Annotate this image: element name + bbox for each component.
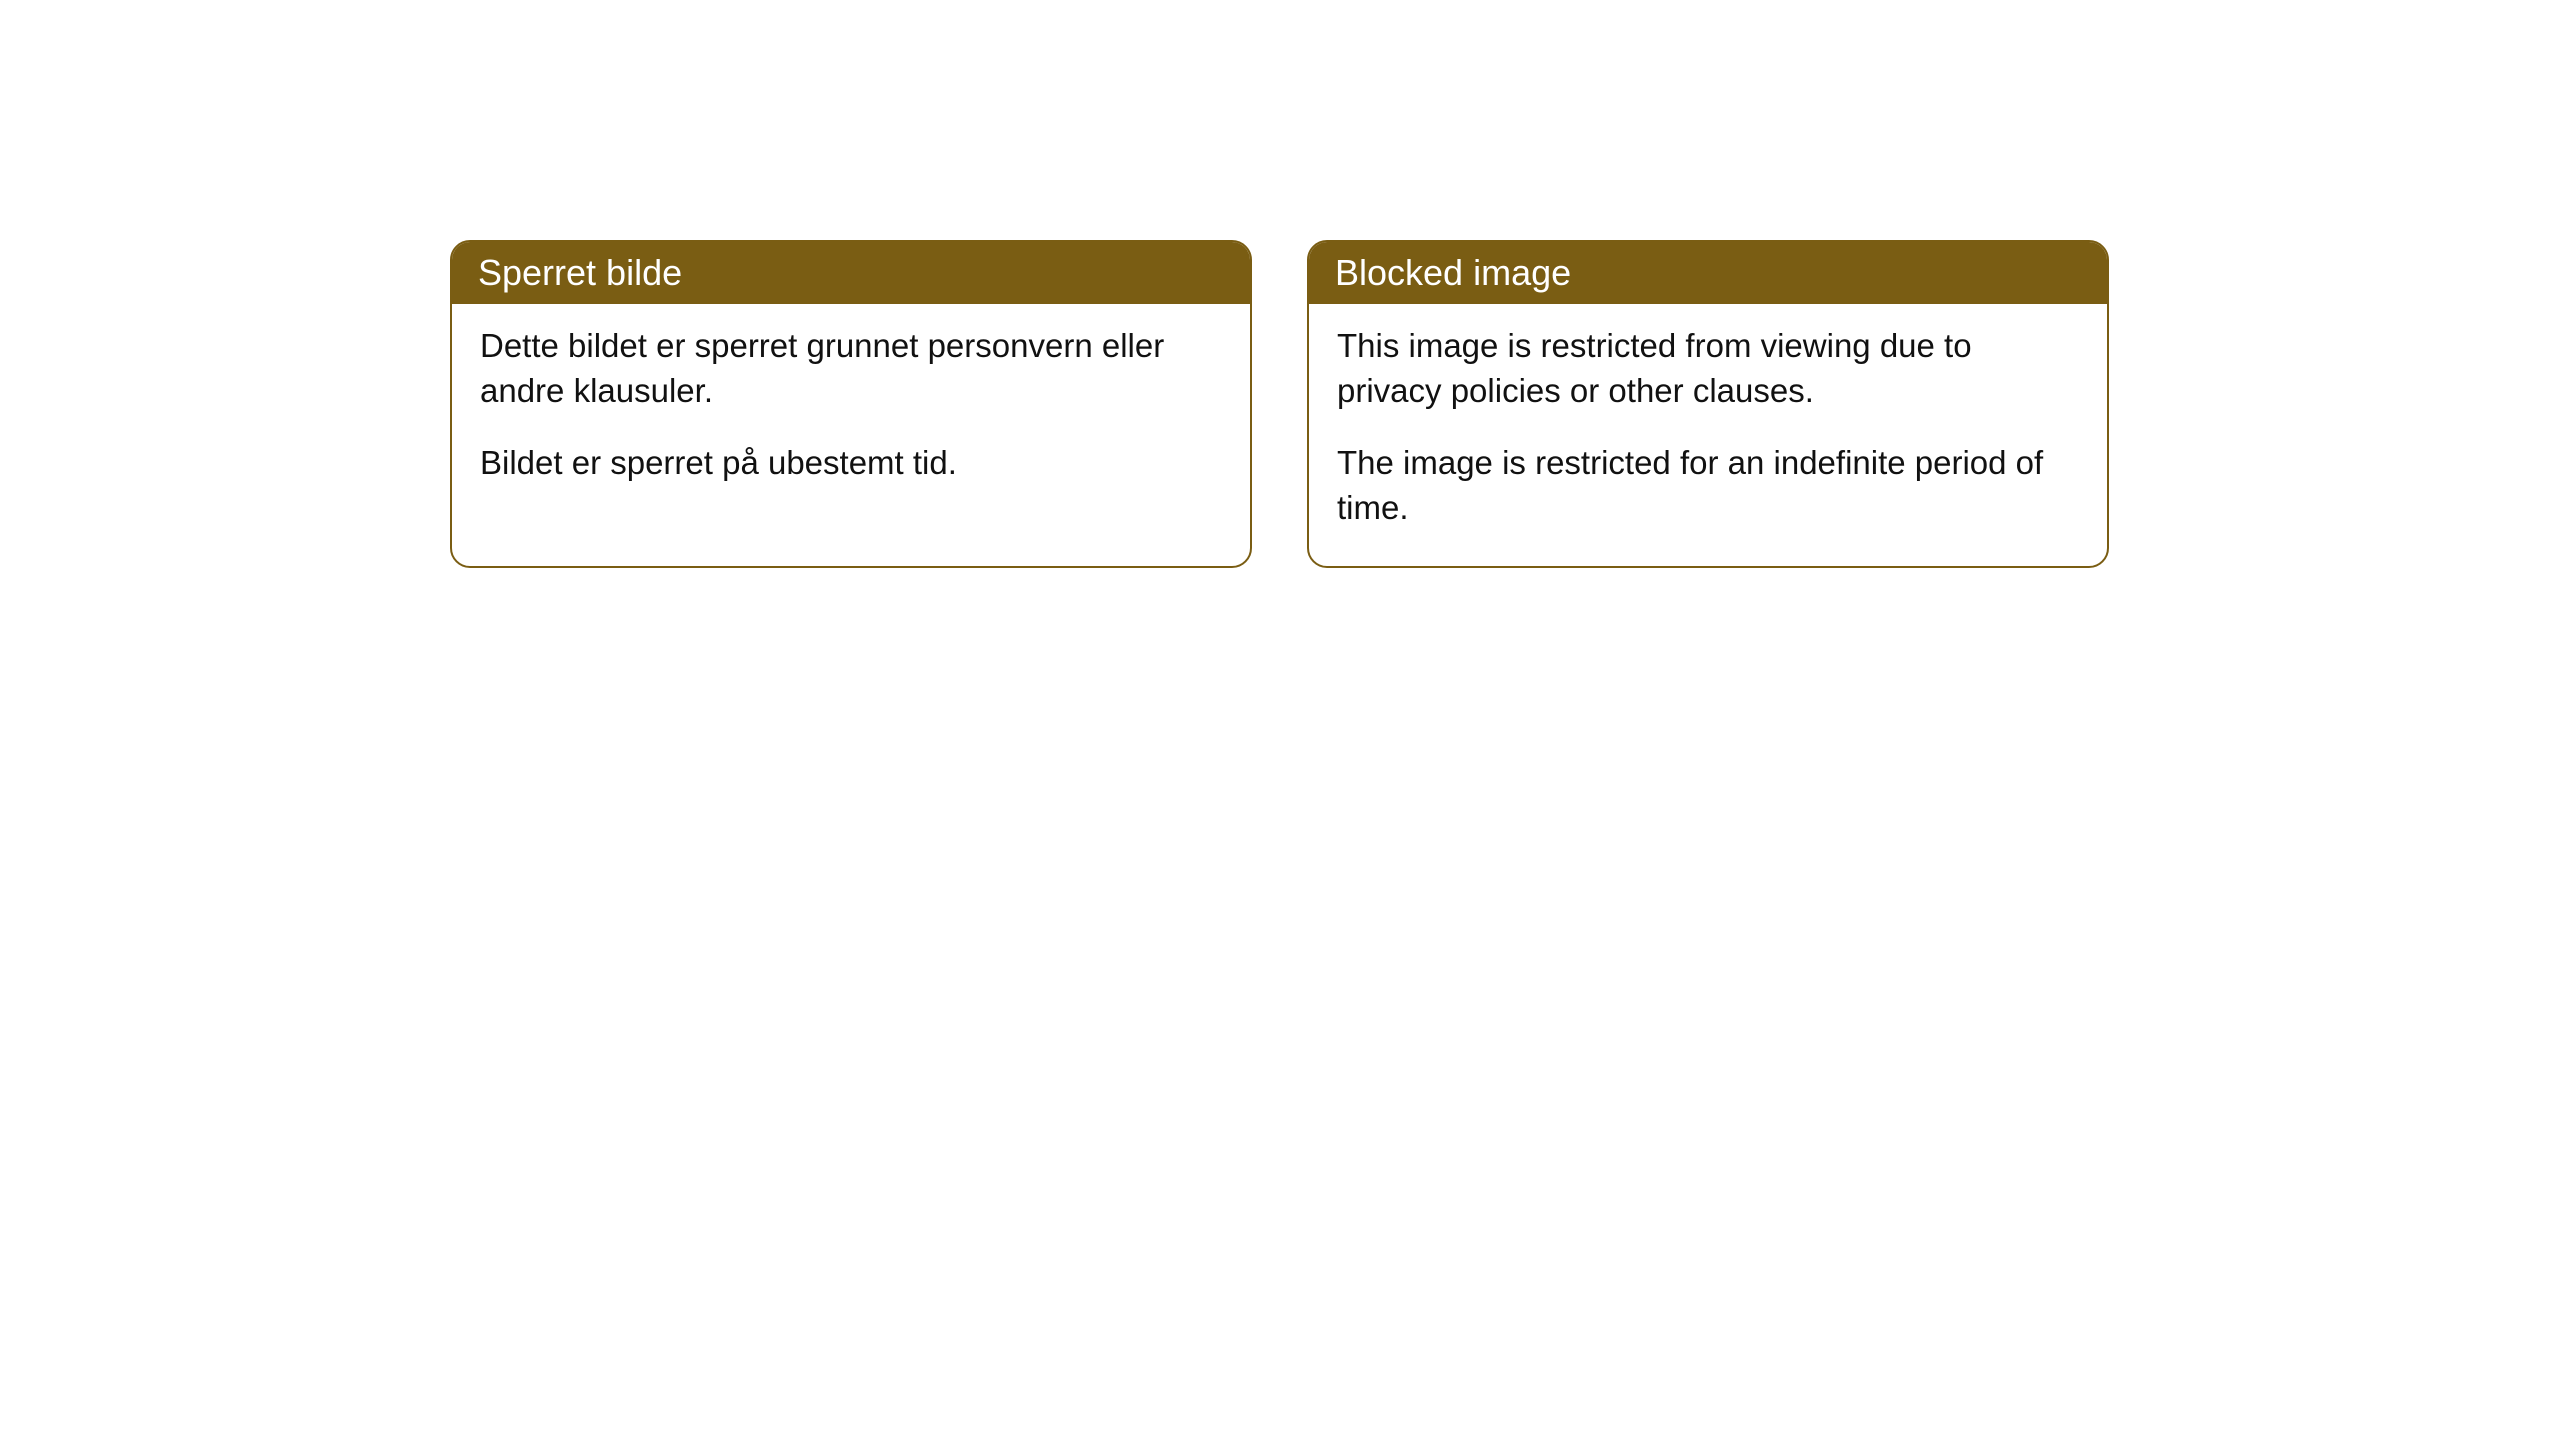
blocked-image-card-no: Sperret bilde Dette bildet er sperret gr… (450, 240, 1252, 568)
card-title-no: Sperret bilde (478, 252, 682, 293)
card-paragraph-en-1: This image is restricted from viewing du… (1337, 324, 2079, 413)
card-paragraph-no-1: Dette bildet er sperret grunnet personve… (480, 324, 1222, 413)
card-body-no: Dette bildet er sperret grunnet personve… (452, 304, 1250, 522)
card-paragraph-en-2: The image is restricted for an indefinit… (1337, 441, 2079, 530)
card-body-en: This image is restricted from viewing du… (1309, 304, 2107, 566)
notice-cards-container: Sperret bilde Dette bildet er sperret gr… (0, 0, 2560, 568)
blocked-image-card-en: Blocked image This image is restricted f… (1307, 240, 2109, 568)
card-header-no: Sperret bilde (452, 242, 1250, 304)
card-paragraph-no-2: Bildet er sperret på ubestemt tid. (480, 441, 1222, 486)
card-title-en: Blocked image (1335, 252, 1571, 293)
card-header-en: Blocked image (1309, 242, 2107, 304)
